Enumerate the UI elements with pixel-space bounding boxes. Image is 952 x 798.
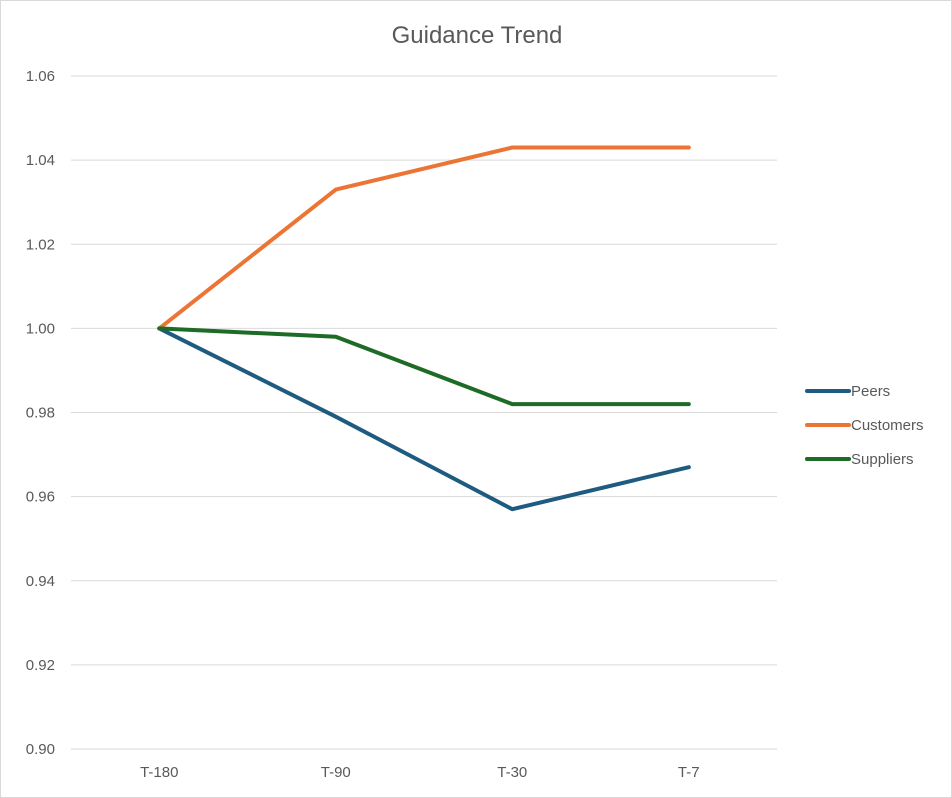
y-tick-label: 0.94 (26, 573, 55, 590)
y-tick-label: 1.06 (26, 68, 55, 85)
legend-label: Customers (851, 417, 924, 434)
y-tick-label: 0.90 (26, 741, 55, 758)
x-tick-label: T-7 (678, 764, 700, 781)
y-tick-label: 1.02 (26, 236, 55, 253)
series-lines (157, 145, 691, 512)
legend-label: Peers (851, 383, 890, 400)
legend: Peers Customers Suppliers (805, 383, 924, 468)
y-tick-label: 0.98 (26, 405, 55, 422)
x-tick-label: T-90 (321, 764, 351, 781)
x-axis-tick-labels: T-180 T-90 T-30 T-7 (140, 764, 700, 781)
chart-title: Guidance Trend (392, 22, 563, 49)
x-tick-label: T-30 (497, 764, 527, 781)
gridlines (71, 75, 777, 750)
y-tick-label: 1.04 (26, 152, 55, 169)
series-line-suppliers (157, 326, 691, 407)
series-line-customers (157, 145, 691, 331)
y-tick-label: 0.96 (26, 489, 55, 506)
y-tick-label: 0.92 (26, 657, 55, 674)
y-tick-label: 1.00 (26, 320, 55, 337)
series-line-peers (157, 326, 691, 512)
y-axis-tick-labels: 1.06 1.04 1.02 1.00 0.98 0.96 0.94 0.92 0.90 (26, 68, 55, 758)
legend-label: Suppliers (851, 451, 914, 468)
x-tick-label: T-180 (140, 764, 178, 781)
